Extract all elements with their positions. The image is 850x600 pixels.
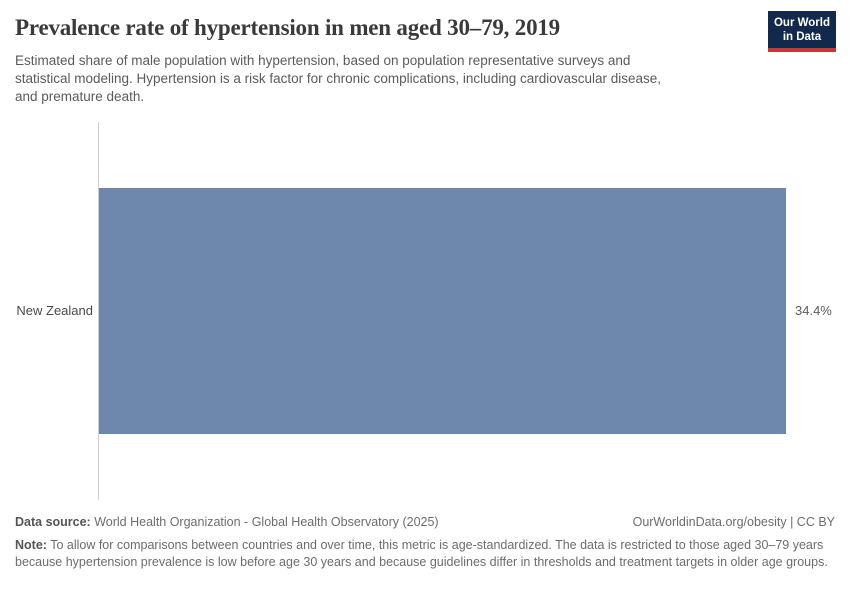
data-source-label: Data source: [15,515,91,529]
value-label: 34.4% [795,303,832,318]
source-row: Data source: World Health Organization -… [15,514,835,530]
y-axis-line [98,122,99,500]
plot-area [99,188,786,434]
note: Note: To allow for comparisons between c… [15,537,835,571]
owid-logo-line1: Our World [773,17,830,29]
data-source: Data source: World Health Organization -… [15,514,439,530]
chart-area: New Zealand 34.4% [0,122,850,500]
license-link[interactable]: OurWorldinData.org/obesity | CC BY [632,515,835,529]
bar-new-zealand[interactable] [99,188,786,434]
owid-logo-line2: in Data [782,31,822,43]
chart-subtitle: Estimated share of male population with … [15,53,662,104]
chart-footer: Data source: World Health Organization -… [15,514,835,571]
entity-label: New Zealand [16,303,93,318]
chart-title: Prevalence rate of hypertension in men a… [15,15,560,40]
data-source-text: World Health Organization - Global Healt… [94,515,439,529]
note-text: To allow for comparisons between countri… [15,538,828,569]
note-label: Note: [15,538,47,552]
owid-logo[interactable]: Our World in Data [767,11,836,52]
